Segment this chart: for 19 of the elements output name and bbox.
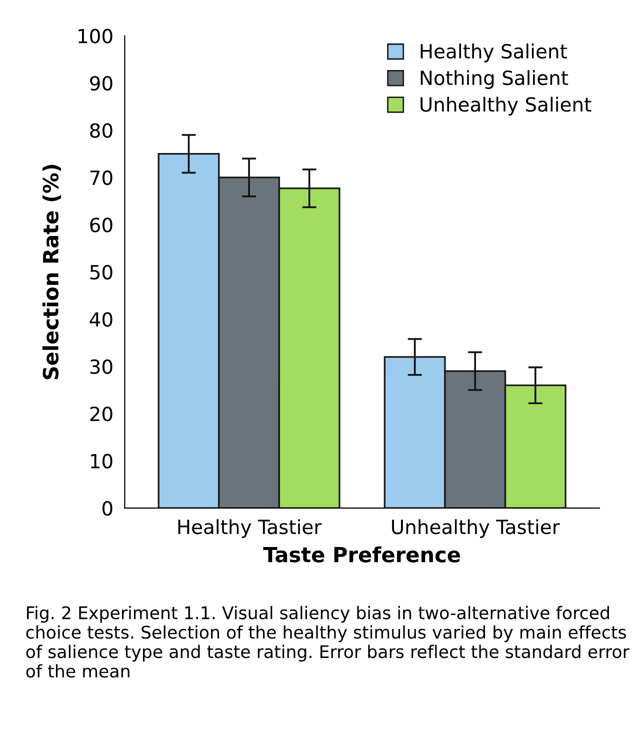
- y-tick-label: 90: [90, 76, 112, 91]
- caption: Fig. 2 Experiment 1.1. Visual saliency bias in two-alternative forced choice tests. Selection of the healthy stimulus varied by main effects of salience type and taste rating. Error bars reflect the standard error of the mean: [26, 606, 630, 678]
- legend-label: Healthy Salient: [420, 44, 567, 62]
- y-tick-label: 70: [90, 170, 112, 186]
- y-tick-label: 20: [90, 406, 112, 422]
- y-tick-label: 30: [90, 359, 112, 374]
- y-tick-label: 80: [90, 123, 112, 138]
- y-axis-title: Selection Rate (%): [42, 164, 61, 380]
- y-tick-label: 0: [102, 501, 112, 516]
- y-tick-label: 60: [90, 218, 112, 232]
- legend-label: Nothing Salient: [420, 70, 568, 89]
- y-tick-label: 10: [90, 454, 112, 469]
- y-tick-label: 100: [78, 28, 112, 44]
- x-tick-label: Unhealthy Tastier: [392, 519, 560, 538]
- y-tick-label: 40: [90, 312, 112, 327]
- x-tick-label: Healthy Tastier: [178, 519, 322, 538]
- y-tick-label: 50: [90, 264, 112, 280]
- legend-label: Unhealthy Salient: [420, 96, 592, 116]
- x-axis-title: Taste Preference: [263, 546, 460, 562]
